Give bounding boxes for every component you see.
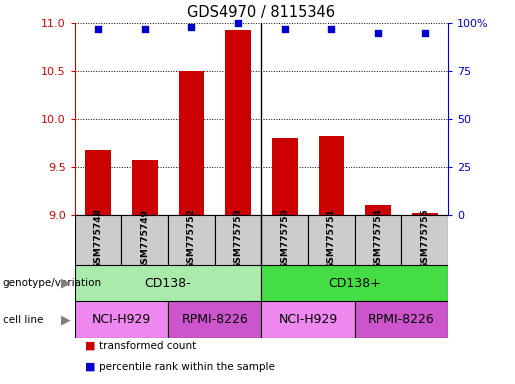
Text: GSM775750: GSM775750 bbox=[280, 209, 289, 269]
Bar bbox=[261, 301, 355, 338]
Text: CD138+: CD138+ bbox=[329, 277, 381, 290]
Point bbox=[421, 30, 429, 36]
Bar bbox=[365, 205, 391, 215]
Bar bbox=[308, 215, 355, 265]
Text: GSM775751: GSM775751 bbox=[327, 209, 336, 270]
Point bbox=[187, 24, 196, 30]
Text: RPMI-8226: RPMI-8226 bbox=[368, 313, 435, 326]
Text: NCI-H929: NCI-H929 bbox=[92, 313, 151, 326]
Bar bbox=[261, 215, 308, 265]
Bar bbox=[272, 138, 298, 215]
Bar bbox=[319, 136, 344, 215]
Text: GSM775748: GSM775748 bbox=[94, 209, 102, 270]
Bar bbox=[401, 215, 448, 265]
Text: CD138-: CD138- bbox=[145, 277, 192, 290]
Bar bbox=[75, 301, 168, 338]
Bar bbox=[412, 213, 438, 215]
Bar bbox=[355, 301, 448, 338]
Text: genotype/variation: genotype/variation bbox=[3, 278, 101, 288]
Bar bbox=[85, 150, 111, 215]
Text: ■: ■ bbox=[85, 341, 95, 351]
Point bbox=[374, 30, 382, 36]
Bar bbox=[261, 265, 448, 301]
Text: ▶: ▶ bbox=[61, 277, 71, 290]
Bar bbox=[168, 215, 215, 265]
Text: GSM775754: GSM775754 bbox=[373, 209, 383, 270]
Text: GSM775753: GSM775753 bbox=[233, 209, 243, 270]
Title: GDS4970 / 8115346: GDS4970 / 8115346 bbox=[187, 5, 335, 20]
Text: GSM775749: GSM775749 bbox=[140, 209, 149, 270]
Bar bbox=[355, 215, 401, 265]
Point bbox=[234, 20, 242, 26]
Bar bbox=[225, 30, 251, 215]
Bar bbox=[75, 215, 122, 265]
Text: ▶: ▶ bbox=[61, 313, 71, 326]
Bar bbox=[179, 71, 204, 215]
Bar bbox=[215, 215, 261, 265]
Text: RPMI-8226: RPMI-8226 bbox=[181, 313, 248, 326]
Bar bbox=[75, 265, 261, 301]
Text: percentile rank within the sample: percentile rank within the sample bbox=[99, 362, 275, 372]
Bar bbox=[122, 215, 168, 265]
Text: GSM775755: GSM775755 bbox=[420, 209, 429, 270]
Point bbox=[281, 26, 289, 32]
Bar bbox=[132, 160, 158, 215]
Bar bbox=[168, 301, 261, 338]
Point bbox=[327, 26, 335, 32]
Text: ■: ■ bbox=[85, 362, 95, 372]
Point bbox=[141, 26, 149, 32]
Point bbox=[94, 26, 102, 32]
Text: cell line: cell line bbox=[3, 315, 43, 325]
Text: NCI-H929: NCI-H929 bbox=[279, 313, 338, 326]
Text: transformed count: transformed count bbox=[99, 341, 196, 351]
Text: GSM775752: GSM775752 bbox=[187, 209, 196, 270]
